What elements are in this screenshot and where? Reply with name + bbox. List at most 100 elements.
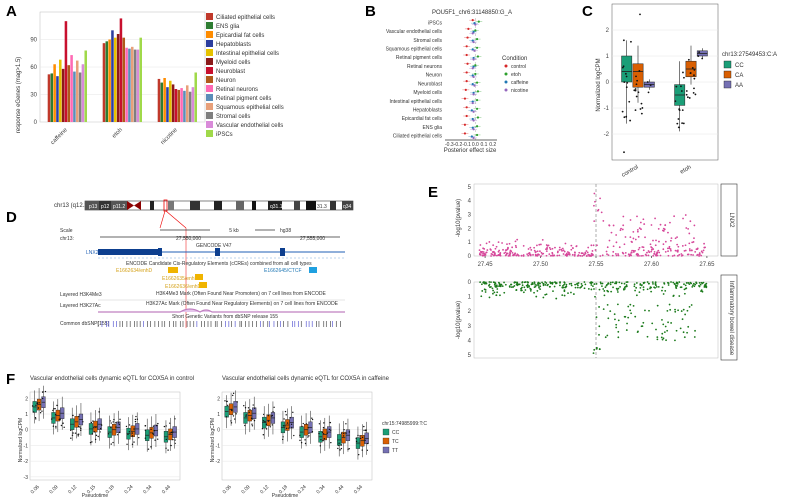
bar bbox=[114, 37, 117, 122]
x-tick-label: nicotine bbox=[160, 127, 179, 146]
y-tick-label: -1 bbox=[604, 106, 610, 112]
bottom-point bbox=[581, 284, 584, 287]
point bbox=[115, 422, 117, 424]
top-point bbox=[515, 246, 518, 249]
point bbox=[72, 432, 74, 434]
bottom-point bbox=[683, 283, 685, 286]
point bbox=[674, 100, 677, 103]
point bbox=[165, 438, 168, 441]
bottom-point bbox=[495, 294, 498, 297]
y-tick-label: 0 bbox=[468, 254, 472, 260]
top-point bbox=[668, 247, 671, 250]
point bbox=[235, 413, 237, 415]
panel-b-legend-title: Condition bbox=[502, 56, 527, 62]
bottom-point bbox=[553, 281, 556, 284]
top-point bbox=[662, 230, 665, 232]
point bbox=[470, 135, 473, 138]
top-point bbox=[659, 254, 662, 257]
point bbox=[471, 19, 474, 22]
top-point bbox=[586, 251, 589, 254]
top-point bbox=[591, 250, 594, 252]
point bbox=[364, 439, 366, 441]
point bbox=[163, 425, 166, 428]
bottom-point bbox=[484, 291, 487, 293]
bottom-point bbox=[542, 284, 545, 287]
bar bbox=[177, 89, 181, 122]
top-point bbox=[545, 254, 548, 257]
bottom-point bbox=[662, 293, 665, 295]
top-point bbox=[606, 246, 609, 249]
bottom-point bbox=[508, 286, 511, 288]
point bbox=[55, 427, 57, 429]
bottom-point bbox=[627, 316, 630, 319]
bottom-point bbox=[572, 293, 575, 295]
legend-label: CA bbox=[735, 73, 743, 79]
top-point bbox=[640, 254, 643, 257]
bar bbox=[160, 82, 164, 122]
point bbox=[42, 391, 44, 393]
legend-label: Hepatoblasts bbox=[216, 42, 251, 48]
bottom-point bbox=[587, 287, 590, 290]
bottom-point bbox=[627, 305, 630, 308]
point bbox=[342, 435, 345, 437]
top-point bbox=[684, 244, 687, 247]
point bbox=[475, 98, 479, 102]
bottom-point bbox=[559, 284, 561, 287]
y-tick-label: Myeloid cells bbox=[413, 90, 442, 96]
bottom-point bbox=[484, 282, 486, 285]
top-point bbox=[658, 251, 661, 254]
bottom-point bbox=[498, 285, 500, 288]
bottom-point bbox=[604, 286, 607, 289]
bottom-point bbox=[682, 331, 685, 334]
point bbox=[688, 97, 691, 99]
top-point bbox=[593, 192, 596, 195]
point bbox=[293, 434, 295, 437]
point bbox=[118, 422, 120, 424]
bottom-point bbox=[524, 281, 527, 283]
legend-swatch bbox=[206, 85, 213, 92]
bottom-point bbox=[698, 281, 701, 284]
point bbox=[646, 81, 649, 83]
point bbox=[99, 431, 101, 433]
panel-f-title-1: Vascular endothelial cells dynamic eQTL … bbox=[30, 376, 194, 382]
bottom-point bbox=[623, 282, 626, 285]
y-tick-label: ENS glia bbox=[423, 125, 443, 131]
bottom-point bbox=[480, 283, 483, 286]
legend-label: AA bbox=[735, 83, 743, 89]
point bbox=[32, 411, 35, 413]
bottom-point bbox=[494, 285, 497, 288]
top-point bbox=[561, 247, 564, 250]
bottom-point bbox=[599, 281, 602, 284]
point bbox=[311, 430, 314, 433]
point bbox=[308, 432, 310, 435]
top-point bbox=[536, 250, 539, 253]
top-point bbox=[610, 231, 613, 234]
bottom-point bbox=[499, 294, 501, 297]
top-point bbox=[539, 243, 542, 246]
point bbox=[128, 431, 131, 433]
gene-track-label: GENCODE V47 bbox=[196, 243, 232, 249]
point bbox=[236, 401, 238, 403]
point bbox=[326, 432, 328, 435]
bottom-point bbox=[675, 329, 678, 332]
point bbox=[265, 428, 268, 430]
bottom-point bbox=[642, 286, 645, 289]
x-tick-label: caffeine bbox=[50, 127, 69, 146]
bottom-point bbox=[683, 336, 686, 339]
point bbox=[330, 429, 332, 431]
point bbox=[281, 438, 284, 441]
point bbox=[282, 436, 284, 438]
point bbox=[126, 443, 128, 445]
point bbox=[477, 20, 480, 23]
bottom-point bbox=[615, 326, 618, 329]
legend-label: Vascular endothelial cells bbox=[216, 123, 283, 129]
bar bbox=[53, 64, 56, 122]
top-point bbox=[622, 215, 625, 218]
bottom-point bbox=[577, 284, 579, 287]
point bbox=[38, 402, 40, 404]
point bbox=[682, 122, 685, 125]
bottom-point bbox=[526, 284, 529, 287]
point bbox=[329, 421, 332, 424]
bottom-point bbox=[494, 282, 497, 285]
point bbox=[50, 418, 53, 420]
